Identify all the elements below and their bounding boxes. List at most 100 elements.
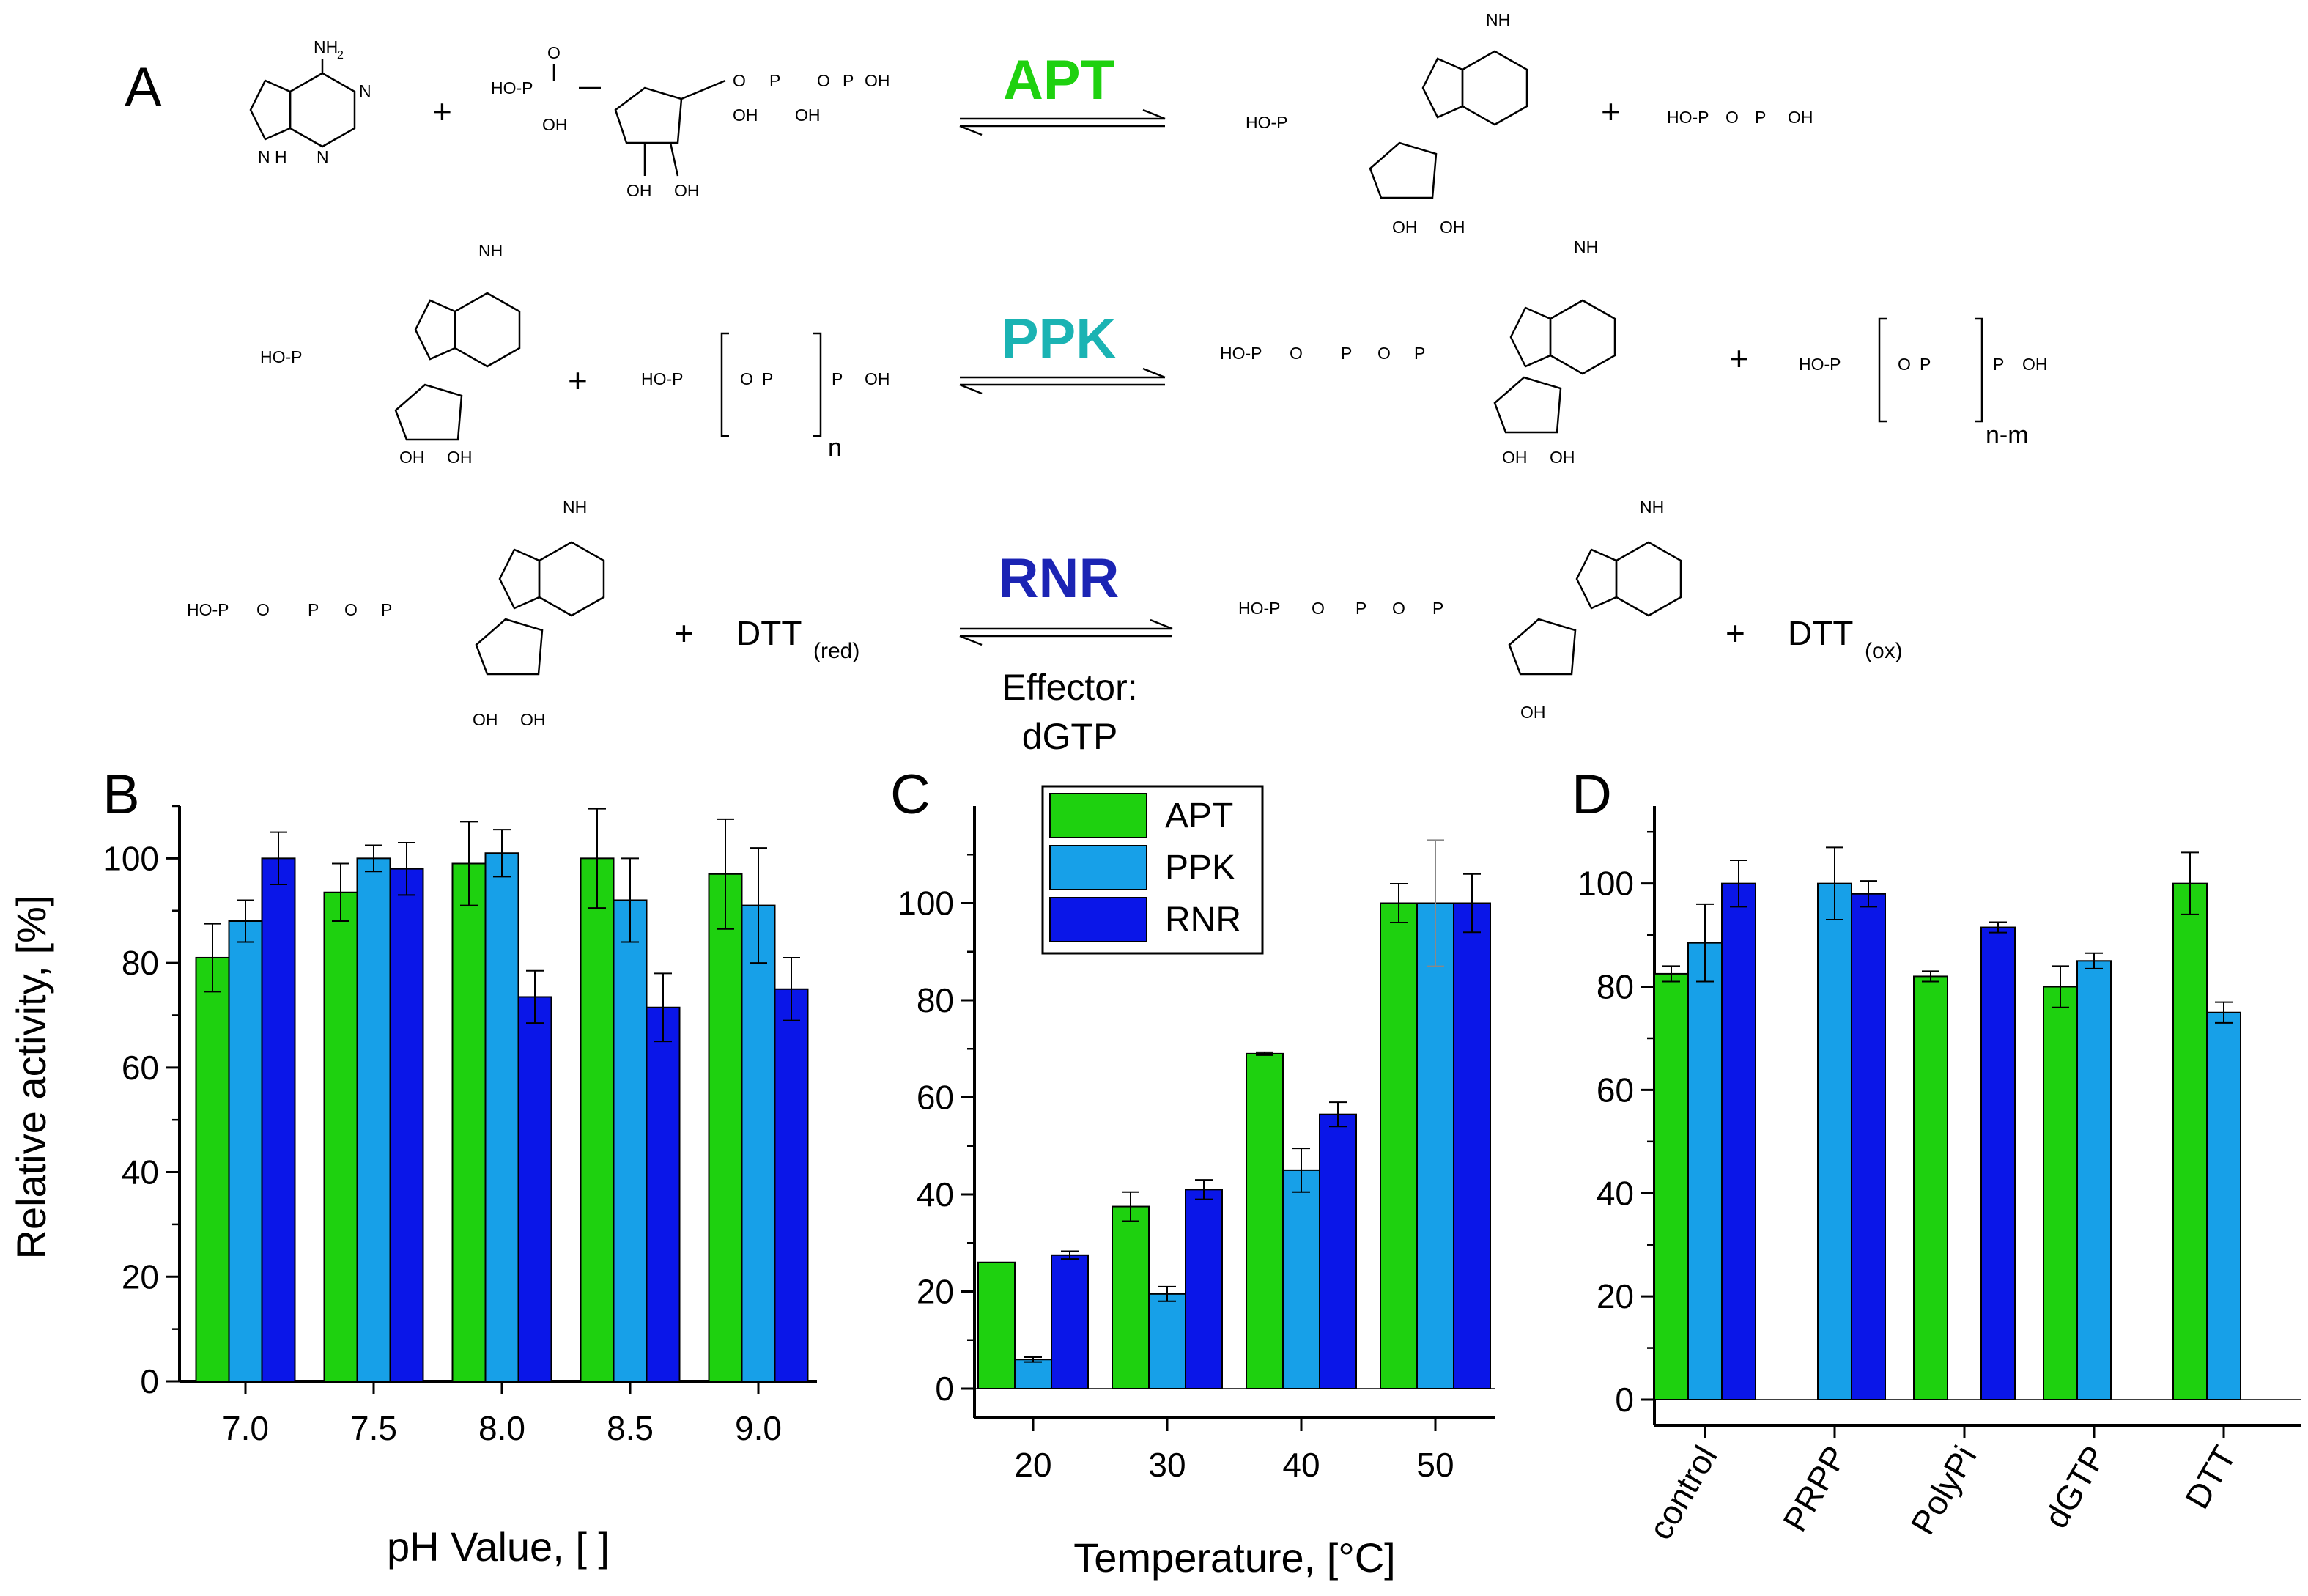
bar-ppk bbox=[228, 920, 263, 1382]
bar-apt bbox=[2043, 986, 2078, 1400]
svg-text:NH: NH bbox=[563, 498, 587, 517]
molecule-ppi: HO-P O P OH bbox=[1667, 108, 1813, 127]
bar-rnr bbox=[1721, 882, 1756, 1401]
bar-ppk bbox=[1687, 942, 1723, 1401]
y-tick-label: 80 bbox=[1597, 968, 1634, 1006]
bar-rnr bbox=[1980, 926, 2016, 1400]
svg-text:P: P bbox=[1341, 344, 1352, 363]
y-tick-label: 80 bbox=[122, 944, 159, 982]
x-tick-label: 50 bbox=[1416, 1446, 1454, 1484]
bar-apt bbox=[323, 891, 358, 1382]
svg-text:OH: OH bbox=[1788, 108, 1813, 127]
svg-text:OH: OH bbox=[447, 448, 473, 467]
svg-text:O: O bbox=[256, 600, 270, 619]
svg-text:dGTP: dGTP bbox=[1022, 716, 1118, 757]
bar-rnr bbox=[261, 857, 296, 1382]
reaction-ppk: HO-P NH OH OH + HO-P O P P OH n PPK bbox=[260, 237, 2048, 467]
bar-rnr bbox=[774, 988, 809, 1382]
svg-text:n: n bbox=[828, 434, 842, 462]
rnr-plus-1: + bbox=[674, 614, 694, 652]
bar-ppk bbox=[613, 899, 648, 1383]
y-tick-label: 100 bbox=[103, 839, 159, 877]
bar-rnr bbox=[389, 868, 424, 1382]
dtt-red: DTT (red) bbox=[736, 614, 859, 663]
svg-text:(red): (red) bbox=[813, 639, 859, 663]
apt-equilibrium-arrows bbox=[959, 108, 1166, 136]
legend-label-apt: APT bbox=[1165, 797, 1233, 835]
svg-text:P: P bbox=[381, 600, 392, 619]
svg-text:2: 2 bbox=[337, 49, 344, 62]
x-tick-label: 20 bbox=[1014, 1446, 1051, 1484]
reaction-scheme: A NH 2 N N N H + HO-P O OH bbox=[125, 10, 2048, 757]
bar-rnr bbox=[1319, 1113, 1357, 1389]
svg-text:O: O bbox=[344, 600, 358, 619]
svg-text:P: P bbox=[762, 369, 773, 388]
y-tick-label: 20 bbox=[917, 1273, 954, 1311]
svg-text:O: O bbox=[817, 71, 830, 90]
svg-text:O: O bbox=[1898, 355, 1911, 374]
y-tick-label: 40 bbox=[917, 1175, 954, 1213]
svg-text:P: P bbox=[1920, 355, 1931, 374]
legend: APT PPK RNR bbox=[1041, 785, 1264, 955]
svg-text:P: P bbox=[308, 600, 319, 619]
svg-text:O: O bbox=[1726, 108, 1739, 127]
legend-swatch-rnr bbox=[1049, 897, 1147, 942]
bar-rnr bbox=[646, 1006, 681, 1382]
bar-rnr bbox=[1051, 1254, 1089, 1389]
x-axis-title: pH Value, [ ] bbox=[387, 1523, 610, 1570]
molecule-datp: HO-P O P O P NH OH bbox=[1238, 498, 1682, 722]
svg-text:P: P bbox=[1414, 344, 1425, 363]
svg-text:HO-P: HO-P bbox=[491, 78, 533, 97]
svg-text:HO-P: HO-P bbox=[187, 600, 229, 619]
svg-text:OH: OH bbox=[1550, 448, 1575, 467]
y-tick-label: 20 bbox=[122, 1257, 159, 1296]
svg-text:OH: OH bbox=[733, 106, 758, 125]
svg-text:OH: OH bbox=[1502, 448, 1528, 467]
svg-text:P: P bbox=[769, 71, 780, 90]
svg-text:NH: NH bbox=[1574, 237, 1598, 256]
bar-ppk bbox=[356, 857, 391, 1382]
bar-rnr bbox=[1453, 902, 1491, 1389]
legend-label-rnr: RNR bbox=[1165, 901, 1241, 939]
bar-apt bbox=[1380, 902, 1418, 1389]
svg-text:HO-P: HO-P bbox=[1667, 108, 1709, 127]
svg-text:OH: OH bbox=[399, 448, 425, 467]
x-tick-label: PRPP bbox=[1775, 1439, 1854, 1537]
svg-text:P: P bbox=[843, 71, 854, 90]
x-tick-label: dGTP bbox=[2037, 1439, 2114, 1534]
svg-text:P: P bbox=[832, 369, 843, 388]
y-tick-label: 100 bbox=[1577, 865, 1634, 903]
y-tick-label: 0 bbox=[140, 1362, 159, 1400]
bar-apt bbox=[1654, 972, 1689, 1401]
bar-ppk bbox=[2076, 960, 2112, 1400]
bar-apt bbox=[2172, 882, 2208, 1401]
molecule-adenine: NH 2 N N N H bbox=[249, 37, 371, 166]
svg-text:Effector:: Effector: bbox=[1002, 667, 1137, 708]
molecule-prpp: HO-P O OH OH OH O P P O OH OH OH bbox=[491, 43, 890, 200]
svg-text:O: O bbox=[1290, 344, 1303, 363]
y-tick-label: 100 bbox=[898, 884, 954, 923]
svg-text:NH: NH bbox=[1486, 10, 1510, 29]
svg-text:(ox): (ox) bbox=[1865, 639, 1903, 663]
bar-apt bbox=[1112, 1205, 1150, 1389]
svg-text:HO-P: HO-P bbox=[1799, 355, 1841, 374]
bar-apt bbox=[1246, 1052, 1284, 1389]
ppk-enzyme-label: PPK bbox=[1002, 308, 1116, 370]
svg-text:OH: OH bbox=[542, 115, 568, 134]
svg-text:OH: OH bbox=[520, 710, 546, 729]
svg-text:O: O bbox=[733, 71, 746, 90]
ppk-plus-2: + bbox=[1729, 339, 1749, 377]
x-tick-label: 8.0 bbox=[478, 1409, 525, 1447]
svg-text:NH: NH bbox=[1640, 498, 1664, 517]
reaction-rnr: HO-P O P O P NH OH OH + DTT (red) RNR bbox=[187, 498, 1903, 757]
bar-ppk bbox=[741, 904, 776, 1383]
y-tick-label: 40 bbox=[1597, 1174, 1634, 1212]
ppk-equilibrium-arrows bbox=[959, 367, 1166, 395]
y-tick-label: 40 bbox=[122, 1153, 159, 1192]
bar-apt bbox=[580, 857, 615, 1382]
y-tick-label: 60 bbox=[122, 1049, 159, 1087]
bar-rnr bbox=[1185, 1189, 1223, 1389]
bar-ppk bbox=[1416, 902, 1454, 1389]
chart-temperature: 0 20 40 60 80 100 20 30 40 50 Temperature, [°C] APT… bbox=[898, 785, 1495, 1581]
